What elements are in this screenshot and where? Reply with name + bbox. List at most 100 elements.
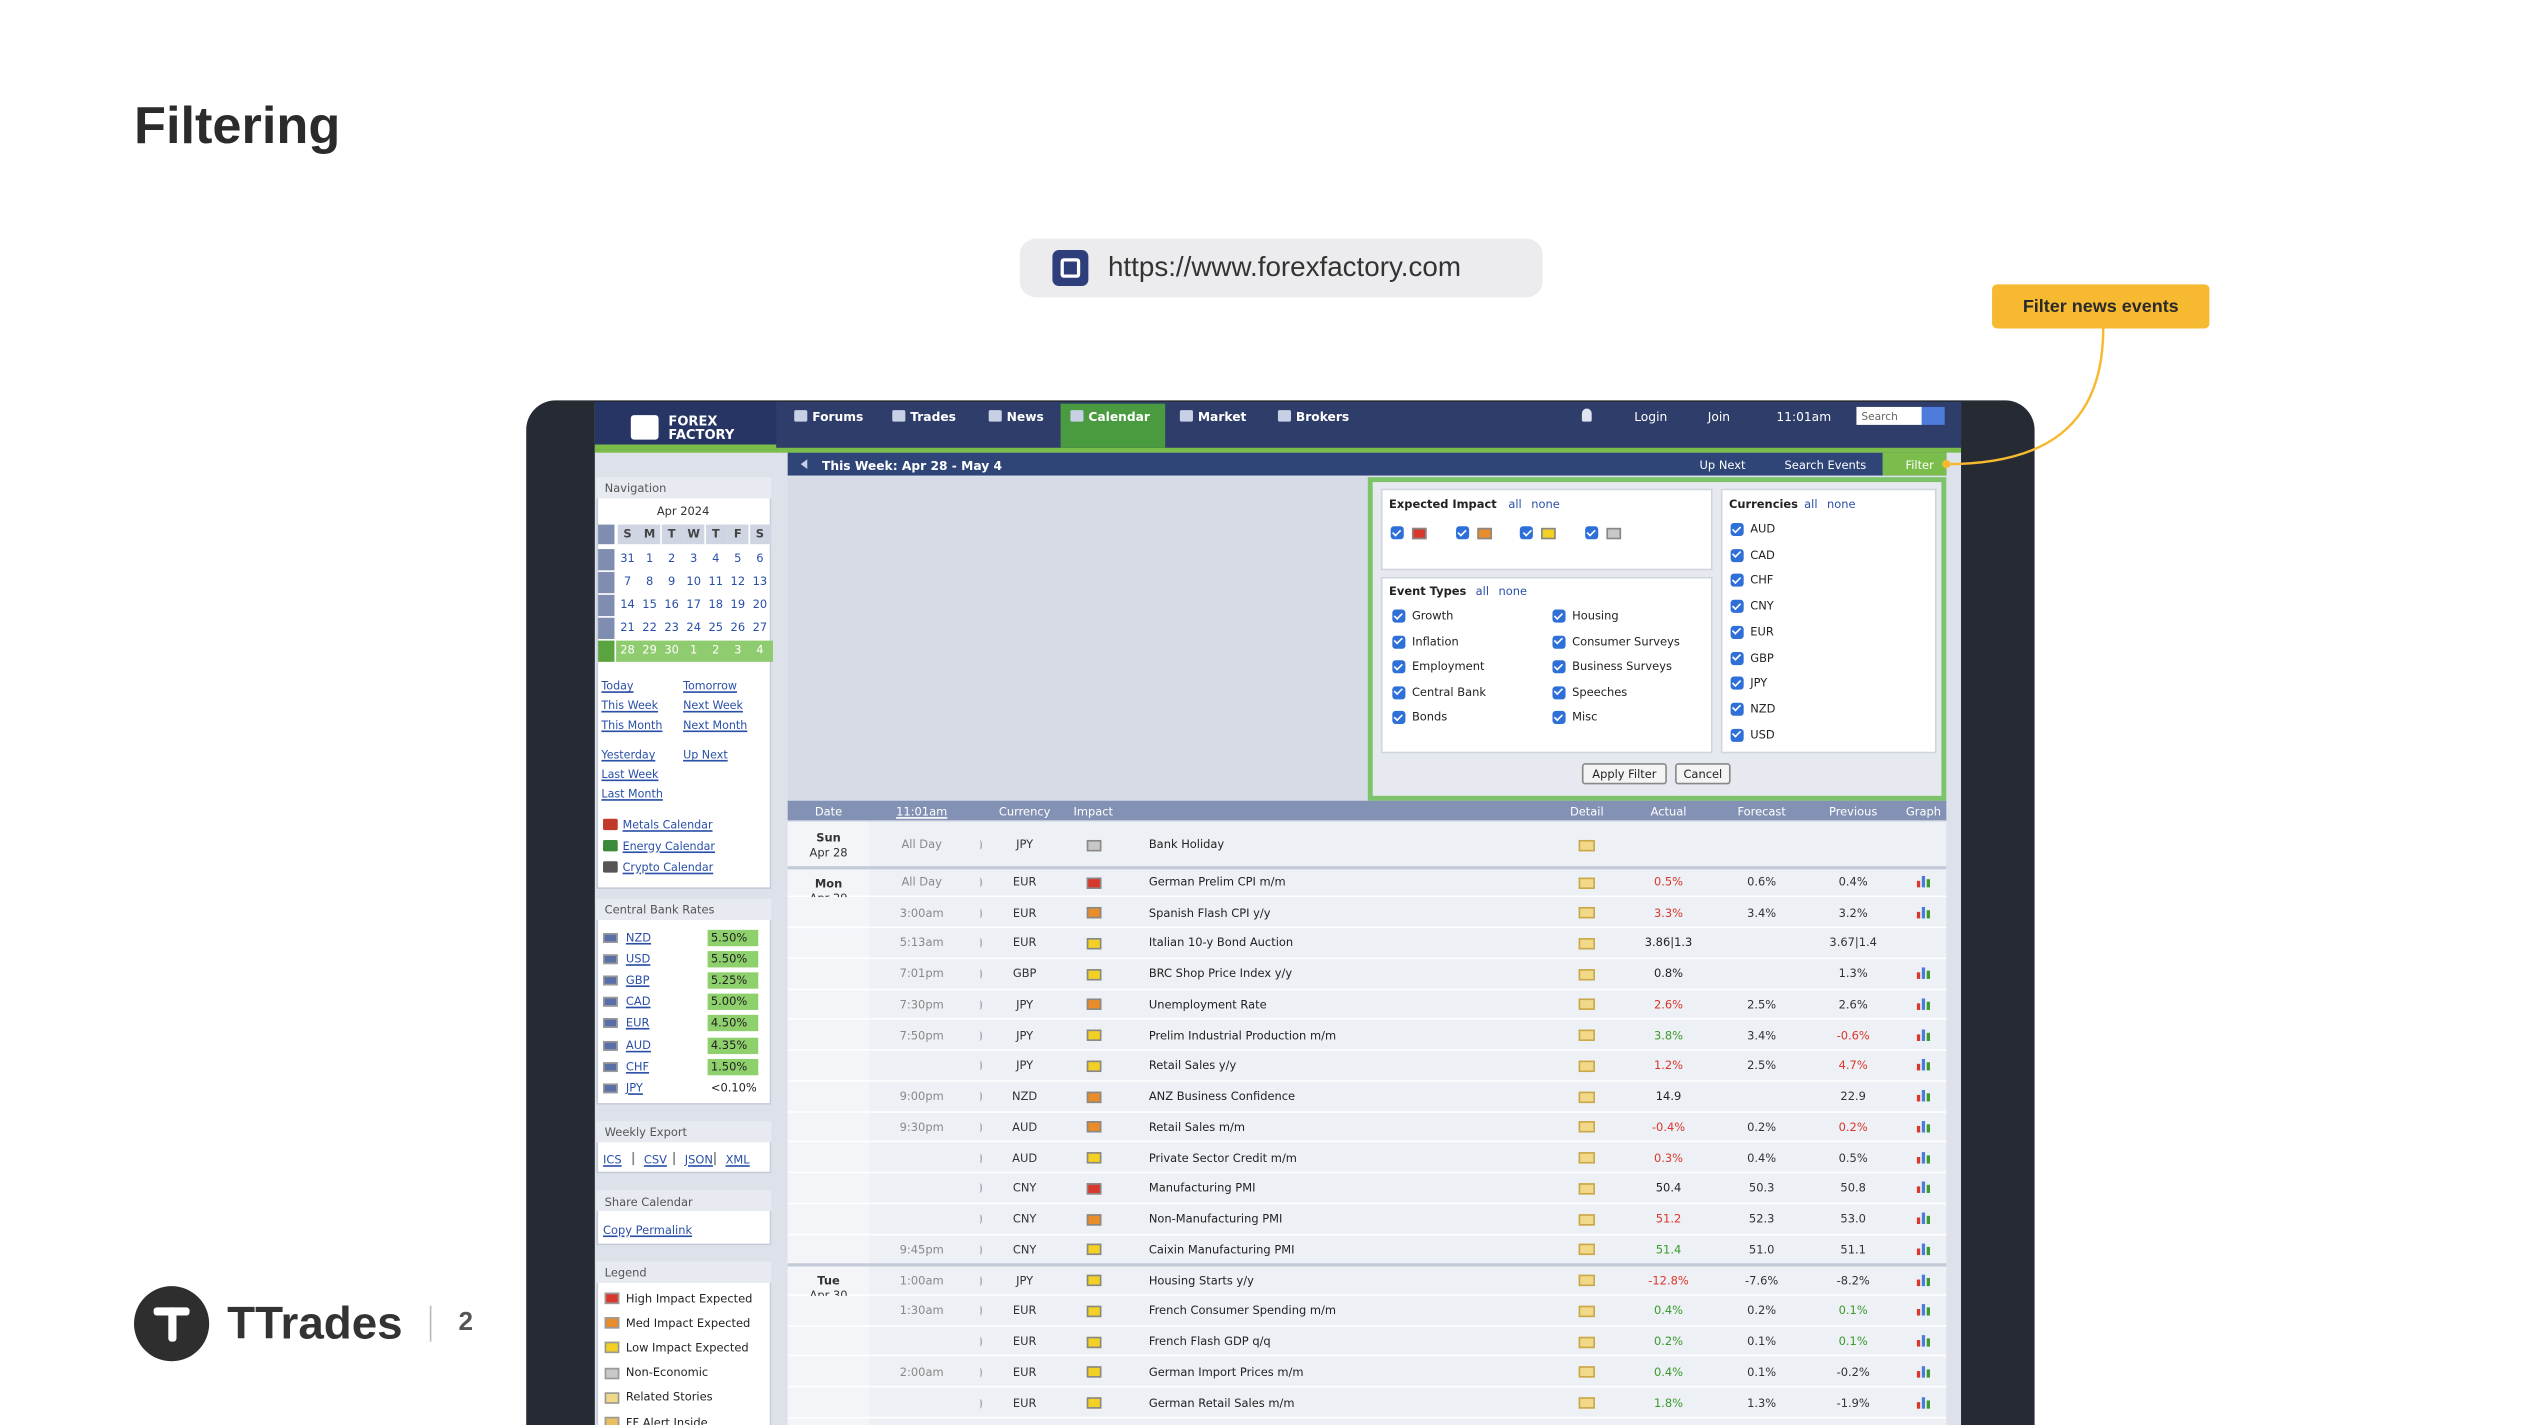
event-title[interactable]: Manufacturing PMI <box>1148 1182 1256 1196</box>
detail-icon[interactable] <box>1578 839 1595 851</box>
graph-icon-bar[interactable] <box>1916 880 1921 888</box>
alert-icon[interactable] <box>977 969 983 980</box>
nav-link[interactable]: Next Week <box>683 699 743 713</box>
event-title[interactable]: Caixin Manufacturing PMI <box>1148 1243 1295 1257</box>
toggle-link[interactable]: none <box>1531 497 1560 511</box>
rate-currency[interactable]: USD <box>625 952 651 966</box>
graph-icon-bar[interactable] <box>1916 1156 1921 1163</box>
calendar-day[interactable]: 9 <box>668 574 676 588</box>
nav-link[interactable]: Yesterday <box>601 748 656 762</box>
checkbox[interactable] <box>1552 660 1566 674</box>
checkbox[interactable] <box>1730 728 1744 742</box>
detail-icon[interactable] <box>1578 1397 1595 1409</box>
event-title[interactable]: Prelim Industrial Production m/m <box>1148 1029 1337 1043</box>
graph-icon-bar[interactable] <box>1926 1032 1930 1041</box>
menu-item[interactable]: Forums <box>812 408 864 424</box>
calendar-link[interactable]: Crypto Calendar <box>622 860 714 874</box>
prev-week[interactable] <box>794 459 808 470</box>
event-title[interactable]: German Retail Sales m/m <box>1148 1396 1295 1410</box>
detail-icon[interactable] <box>1578 999 1595 1011</box>
detail-icon[interactable] <box>1578 968 1595 981</box>
calendar-day[interactable]: 21 <box>620 621 635 635</box>
filter-tab[interactable] <box>1882 452 1947 476</box>
calendar-day[interactable]: 14 <box>620 597 635 612</box>
graph-icon-bar[interactable] <box>1916 1187 1921 1194</box>
event-title[interactable]: BRC Shop Price Index y/y <box>1148 967 1293 981</box>
checkbox[interactable] <box>1392 609 1406 623</box>
detail-icon[interactable] <box>1578 1060 1595 1072</box>
calendar-day[interactable]: 5 <box>734 551 742 565</box>
nav-link[interactable]: Last Month <box>601 787 663 801</box>
detail-icon[interactable] <box>1578 1244 1595 1256</box>
calendar-day[interactable]: 20 <box>752 597 768 612</box>
calendar-day[interactable]: 11 <box>708 574 724 588</box>
graph-icon-bar[interactable] <box>1926 1246 1930 1255</box>
calendar-day[interactable]: 4 <box>756 644 764 658</box>
graph-icon-bar[interactable] <box>1926 1277 1930 1286</box>
toggle-link[interactable]: all <box>1475 584 1490 598</box>
detail-icon[interactable] <box>1578 1366 1595 1379</box>
login[interactable]: Login <box>1634 408 1668 424</box>
graph-icon-bar[interactable] <box>1921 1212 1926 1225</box>
nav-link[interactable]: Today <box>601 679 634 693</box>
calendar-day[interactable]: 3 <box>734 644 742 658</box>
event-title[interactable]: ANZ Business Confidence <box>1148 1090 1296 1104</box>
cancel-button[interactable] <box>1675 763 1731 785</box>
graph-icon-bar[interactable] <box>1921 1120 1926 1133</box>
checkbox[interactable] <box>1730 625 1744 639</box>
alert-icon[interactable] <box>977 1030 983 1041</box>
calendar-day[interactable]: 10 <box>686 574 702 588</box>
calendar-day[interactable]: 15 <box>642 597 657 612</box>
graph-icon-bar[interactable] <box>1916 1217 1921 1225</box>
alert-icon[interactable] <box>977 1306 983 1317</box>
event-title[interactable]: Private Sector Credit m/m <box>1148 1151 1297 1165</box>
graph-icon-bar[interactable] <box>1921 1335 1926 1347</box>
join[interactable]: Join <box>1707 408 1731 424</box>
nav-link[interactable]: This Month <box>601 719 663 733</box>
detail-icon[interactable] <box>1578 1213 1595 1226</box>
checkbox[interactable] <box>1730 522 1744 537</box>
calendar-link[interactable]: Energy Calendar <box>622 839 716 853</box>
graph-icon-bar[interactable] <box>1916 1248 1921 1255</box>
calendar-day[interactable]: 23 <box>664 621 679 635</box>
up-next[interactable]: Up Next <box>1699 458 1746 472</box>
checkbox[interactable] <box>1730 548 1744 562</box>
event-title[interactable]: Housing Starts y/y <box>1148 1274 1254 1288</box>
alert-icon[interactable] <box>977 1245 983 1255</box>
nav-link[interactable]: Tomorrow <box>683 679 737 693</box>
calendar-day[interactable]: 17 <box>686 597 702 612</box>
alert-icon[interactable] <box>977 1275 983 1286</box>
export-link[interactable]: ICS <box>603 1152 622 1166</box>
calendar-day[interactable]: 13 <box>752 574 768 588</box>
detail-icon[interactable] <box>1578 1121 1595 1134</box>
graph-icon-bar[interactable] <box>1921 1304 1926 1317</box>
week-selector[interactable] <box>598 548 615 570</box>
graph-icon-bar[interactable] <box>1921 875 1926 888</box>
graph-icon-bar[interactable] <box>1921 1274 1926 1286</box>
calendar-day[interactable]: 31 <box>620 551 635 565</box>
rate-currency[interactable]: CAD <box>625 995 651 1009</box>
graph-icon-bar[interactable] <box>1926 1154 1930 1163</box>
menu-item[interactable]: Calendar <box>1088 408 1150 424</box>
graph-icon-bar[interactable] <box>1926 1124 1930 1133</box>
rate-currency[interactable]: JPY <box>625 1081 643 1095</box>
event-title[interactable]: French Consumer Spending m/m <box>1148 1304 1337 1318</box>
graph-icon-bar[interactable] <box>1921 1090 1926 1102</box>
event-title[interactable]: Retail Sales m/m <box>1148 1120 1246 1134</box>
calendar-day[interactable]: 1 <box>645 551 654 565</box>
graph-icon-bar[interactable] <box>1916 1309 1921 1317</box>
graph-icon-bar[interactable] <box>1926 1216 1930 1225</box>
graph-icon-bar[interactable] <box>1926 1001 1930 1010</box>
graph-icon-bar[interactable] <box>1916 1340 1921 1347</box>
event-title[interactable]: Bank Holiday <box>1148 838 1225 852</box>
checkbox[interactable] <box>1552 711 1566 725</box>
alert-icon[interactable] <box>977 1091 983 1102</box>
checkbox[interactable] <box>1730 651 1744 665</box>
graph-icon-bar[interactable] <box>1921 1059 1926 1072</box>
alert-icon[interactable] <box>977 1367 983 1378</box>
alert-icon[interactable] <box>977 1122 983 1133</box>
graph-icon-bar[interactable] <box>1921 906 1926 918</box>
graph-icon-bar[interactable] <box>1916 972 1921 980</box>
alert-icon[interactable] <box>977 1061 983 1072</box>
calendar-day[interactable]: 8 <box>645 574 654 588</box>
